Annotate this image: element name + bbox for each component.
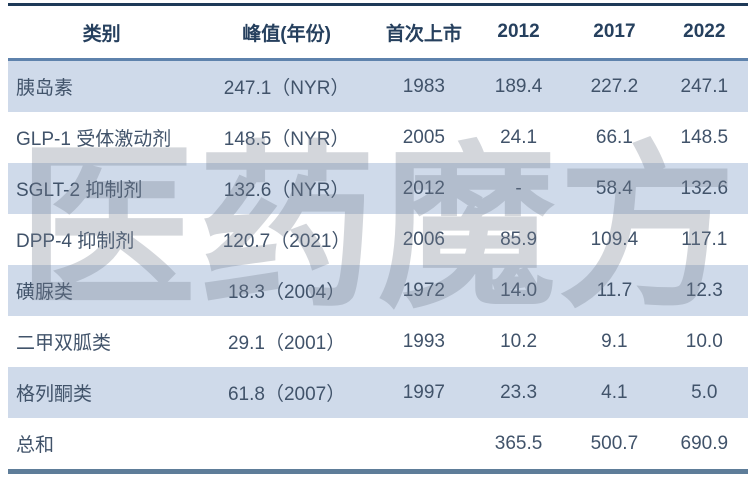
column-header-2017: 2017 <box>593 21 636 42</box>
cell-category: SGLT-2 抑制剂 <box>16 180 143 201</box>
cell-2022: 690.9 <box>680 432 729 454</box>
cell-category: DPP-4 抑制剂 <box>16 231 135 252</box>
cell-peak: 18.3（2004） <box>227 282 346 303</box>
cell-2012: 14.0 <box>500 279 538 301</box>
table-row-glitazone: 格列酮类 61.8（2007） 1997 23.3 4.1 5.0 <box>8 367 748 418</box>
cell-peak: 61.8（2007） <box>227 384 346 405</box>
cell-first-launch: 1997 <box>402 381 445 403</box>
cell-category: 格列酮类 <box>16 384 93 405</box>
column-header-peak-year: 峰值(年份) <box>242 23 331 45</box>
cell-2017: 500.7 <box>590 432 639 454</box>
cell-category: 胰岛素 <box>16 78 74 99</box>
cell-2022: 5.0 <box>691 381 718 403</box>
cell-2012: 365.5 <box>494 432 543 454</box>
cell-first-launch: 2012 <box>402 177 445 199</box>
cell-2017: 9.1 <box>601 330 628 352</box>
column-header-2012: 2012 <box>497 21 540 42</box>
column-header-2022: 2022 <box>683 21 726 42</box>
cell-peak: 132.6（NYR） <box>223 180 350 201</box>
cell-first-launch: 1993 <box>402 330 445 352</box>
table-row-sulfonylurea: 磺脲类 18.3（2004） 1972 14.0 11.7 12.3 <box>8 265 748 316</box>
cell-2012: 24.1 <box>500 126 538 148</box>
cell-category: 二甲双胍类 <box>16 333 112 354</box>
cell-first-launch: 1972 <box>402 279 445 301</box>
cell-2017: 227.2 <box>590 75 639 97</box>
cell-2012: 189.4 <box>494 75 543 97</box>
cell-2012: - <box>515 177 522 199</box>
cell-2022: 148.5 <box>680 126 729 148</box>
column-header-category: 类别 <box>82 23 121 45</box>
cell-first-launch: 1983 <box>402 75 445 97</box>
cell-category: 总和 <box>16 435 55 456</box>
cell-2012: 10.2 <box>500 330 538 352</box>
cell-2022: 132.6 <box>680 177 729 199</box>
cell-peak: 247.1（NYR） <box>223 78 350 99</box>
cell-first-launch: 2005 <box>402 126 445 148</box>
cell-2022: 12.3 <box>685 279 723 301</box>
cell-2022: 247.1 <box>680 75 729 97</box>
drug-class-sales-table: 类别 峰值(年份) 首次上市 2012 2017 2022 胰岛素 247.1（… <box>8 3 748 474</box>
cell-2017: 11.7 <box>596 279 633 301</box>
table-row-glp1: GLP-1 受体激动剂 148.5（NYR） 2005 24.1 66.1 14… <box>8 112 748 163</box>
column-header-first-launch: 首次上市 <box>385 23 462 45</box>
table-row-total: 总和 365.5 500.7 690.9 <box>8 418 748 469</box>
cell-peak: 148.5（NYR） <box>223 129 350 150</box>
cell-2012: 85.9 <box>500 228 538 250</box>
table-row-insulin: 胰岛素 247.1（NYR） 1983 189.4 227.2 247.1 <box>8 61 748 112</box>
table-header-row: 类别 峰值(年份) 首次上市 2012 2017 2022 <box>8 6 748 61</box>
cell-2012: 23.3 <box>500 381 538 403</box>
table-top-border <box>8 3 748 6</box>
cell-2017: 109.4 <box>590 228 639 250</box>
table-row-metformin: 二甲双胍类 29.1（2001） 1993 10.2 9.1 10.0 <box>8 316 748 367</box>
table-row-sglt2: SGLT-2 抑制剂 132.6（NYR） 2012 - 58.4 132.6 <box>8 163 748 214</box>
cell-2017: 58.4 <box>595 177 633 199</box>
cell-peak: 29.1（2001） <box>227 333 346 354</box>
cell-category: GLP-1 受体激动剂 <box>16 129 172 150</box>
cell-2022: 117.1 <box>681 228 728 250</box>
table-bottom-border <box>8 469 748 474</box>
table-row-dpp4: DPP-4 抑制剂 120.7（2021） 2006 85.9 109.4 11… <box>8 214 748 265</box>
cell-peak: 120.7（2021） <box>222 231 351 252</box>
cell-first-launch: 2006 <box>402 228 445 250</box>
cell-2017: 66.1 <box>595 126 633 148</box>
cell-2017: 4.1 <box>601 381 628 403</box>
cell-category: 磺脲类 <box>16 282 74 303</box>
cell-2022: 10.0 <box>685 330 723 352</box>
